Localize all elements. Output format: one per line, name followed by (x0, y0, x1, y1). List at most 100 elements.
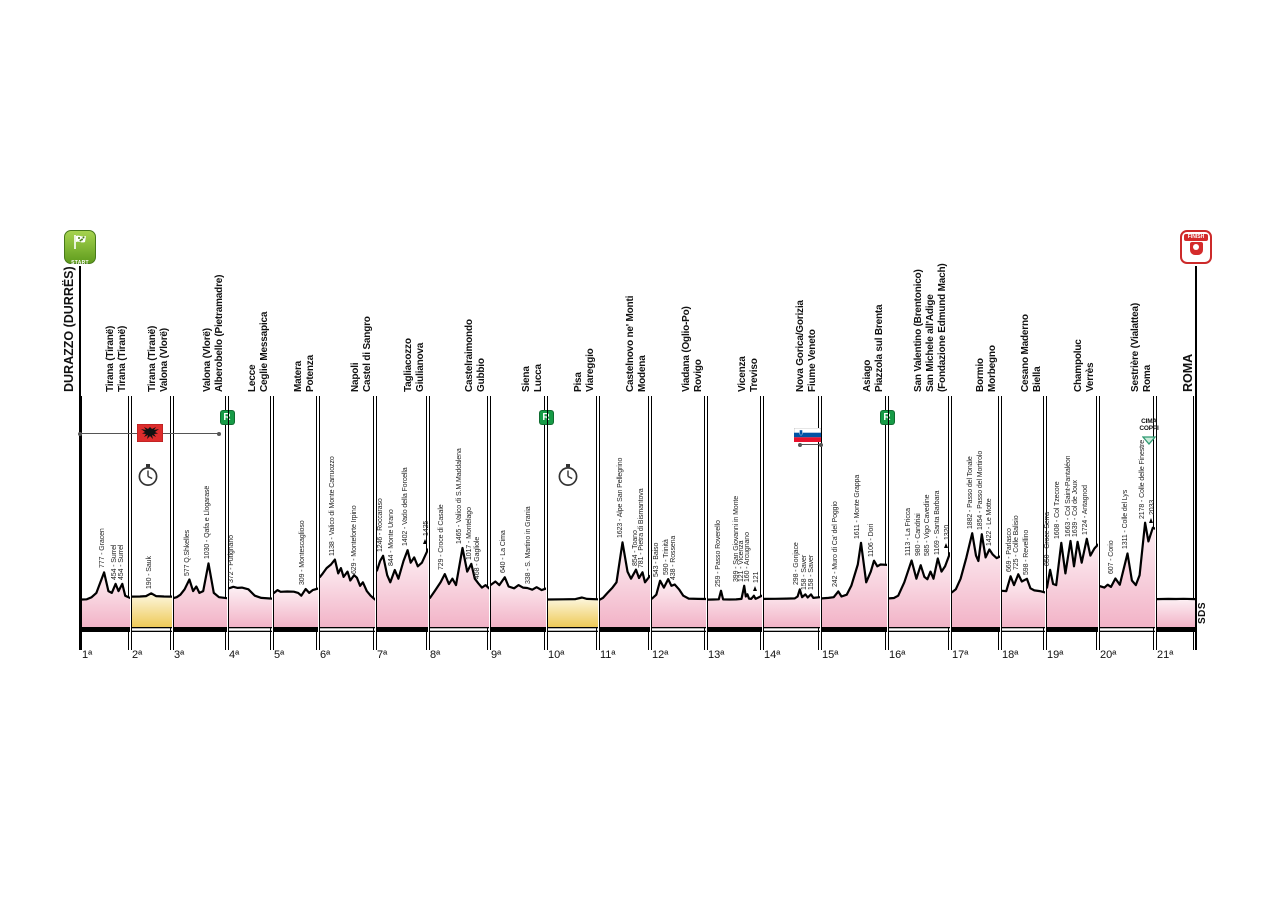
climb-label: 2033 (1148, 499, 1156, 515)
cima-coppi-label-line1: CIMA (1141, 418, 1157, 425)
city-label: Biella (1032, 366, 1043, 392)
stage-profile-graph (274, 587, 318, 632)
climb-label: 729 - Croce di Casale (437, 504, 445, 571)
stage-panel (376, 396, 428, 650)
stage-number: 20ª (1100, 649, 1117, 661)
climb-label: 725 - Colle Balisio (1012, 515, 1020, 571)
city-label: San Valentino (Brentonico) (913, 269, 924, 392)
climb-label: 777 - Gracen (98, 528, 106, 569)
city-label: Viareggio (585, 348, 596, 392)
stage-profile-graph (377, 548, 428, 632)
stage-number: 2ª (132, 649, 143, 661)
stage-panel (81, 396, 130, 650)
climb-label: 1465 - Valico di S.M.Maddalena (456, 448, 463, 544)
city-label: Napoli (350, 362, 361, 392)
stage-number: 1ª (82, 649, 93, 661)
city-label: Cesano Maderno (1020, 314, 1031, 392)
time-trial-clock-icon (137, 463, 159, 493)
finish-arrow-icon (422, 539, 427, 545)
climb-label: 1311 - Colle del Lys (1121, 490, 1129, 550)
climb-label: 607 - Corio (1108, 540, 1116, 575)
stage-profile-graph (1157, 597, 1195, 632)
cima-coppi-marker: CIMA COPPI (1134, 418, 1164, 450)
city-label: Champoluc (1073, 339, 1084, 392)
climb-label: 585 - Vigo Cavedine (923, 495, 931, 557)
start-city-label: DURAZZO (DURRËS) (62, 266, 76, 392)
stage-panel (1156, 396, 1195, 650)
city-label: Tirana (Tiranë) (117, 325, 128, 392)
climb-label: 669 - Parlasco (1005, 528, 1013, 573)
stage-number: 21ª (1157, 649, 1174, 661)
stage-profile-graph (889, 551, 950, 632)
stage-profile-graph (548, 596, 598, 632)
stage-number: 4ª (229, 649, 240, 661)
stage-panel (173, 396, 227, 650)
stage-profile-graph (952, 532, 1000, 632)
city-label: Verrès (1085, 362, 1096, 392)
climb-label: 438 - Rossena (669, 536, 677, 581)
stage-panel (1099, 396, 1155, 650)
segment-line-dot (217, 431, 221, 436)
city-label: Ceglie Messapica (259, 311, 270, 392)
climb-label: 1623 - Alpe San Pellegrino (617, 458, 625, 539)
stage-panel (490, 396, 546, 650)
stage-panel (1046, 396, 1098, 650)
segment-line-dot (798, 442, 802, 447)
climb-label: 1724 - Antagnod (1081, 484, 1089, 535)
climb-label: 1138 - Valico di Monte Carruozzo (329, 455, 337, 556)
finish-line (1195, 266, 1197, 650)
city-label: Castelnovo ne' Monti (625, 295, 636, 392)
city-label: Potenza (305, 355, 316, 392)
rest-day-badge: R (219, 410, 235, 425)
climb-label: 298 - Gonjace (793, 542, 801, 586)
finish-city-label: ROMA (1181, 353, 1195, 392)
city-label: Lecce (247, 364, 258, 392)
climb-label: 640 - La Cima (500, 530, 508, 574)
slovenia-segment-line (800, 444, 821, 445)
segment-line-dot (78, 431, 82, 436)
city-label: Castel di Sangro (362, 316, 373, 392)
city-label: Asiago (862, 359, 873, 392)
finish-arrow-icon (752, 585, 757, 591)
climb-label: 577 Q.Shkelles (183, 529, 191, 576)
stage-number: 19ª (1047, 649, 1064, 661)
stage-panel (651, 396, 706, 650)
stage-profile-graph (491, 576, 546, 632)
city-label: Piazzola sul Brenta (874, 304, 885, 392)
stage-panel (707, 396, 762, 650)
cima-coppi-triangle-icon (1141, 436, 1157, 445)
city-label: Giulianova (415, 342, 426, 392)
city-label: San Michele all'Adige (925, 294, 936, 392)
climb-label: 242 - Muro di Ca' del Poggio (832, 501, 840, 588)
stage-panel (273, 396, 318, 650)
stage-panel (228, 396, 272, 650)
climb-label: 158 - Saver (808, 555, 816, 591)
climb-label: 468 - Gagliole (474, 537, 482, 580)
city-label: Tagliacozzo (403, 338, 414, 392)
stage-number: 17ª (952, 649, 969, 661)
start-icon-label: START (71, 260, 89, 266)
city-label: Sestrière (Vialattea) (1130, 303, 1141, 392)
stage-profile-graph (708, 584, 762, 632)
climb-label: 372 - Putignano (228, 534, 236, 583)
stage-profile-graph (132, 592, 172, 632)
climb-label: 2178 - Colle delle Finestre (1138, 439, 1146, 519)
stage-profile-graph (764, 588, 820, 632)
city-label: Vicenza (737, 356, 748, 392)
stage-number: 9ª (491, 649, 502, 661)
climb-label: 259 - Passo Roverello (714, 520, 722, 587)
stage-number: 12ª (652, 649, 669, 661)
climb-label: 980 - Candriai (914, 513, 922, 557)
city-label: (Fondazione Edmund Mach) (937, 263, 948, 392)
finish-icon-label: FINISH (1184, 234, 1208, 241)
stage-panel (888, 396, 950, 650)
city-label: Valona (Vlorë) (159, 328, 170, 392)
city-label: Valona (Vlorë) (202, 328, 213, 392)
finish-arrow-icon (1148, 517, 1153, 523)
climb-label: 190 - Sauk (146, 556, 154, 590)
stage-number: 11ª (600, 649, 616, 661)
time-trial-clock-icon (557, 463, 579, 493)
city-label: Fiume Veneto (807, 329, 818, 392)
stage-number: 8ª (430, 649, 441, 661)
